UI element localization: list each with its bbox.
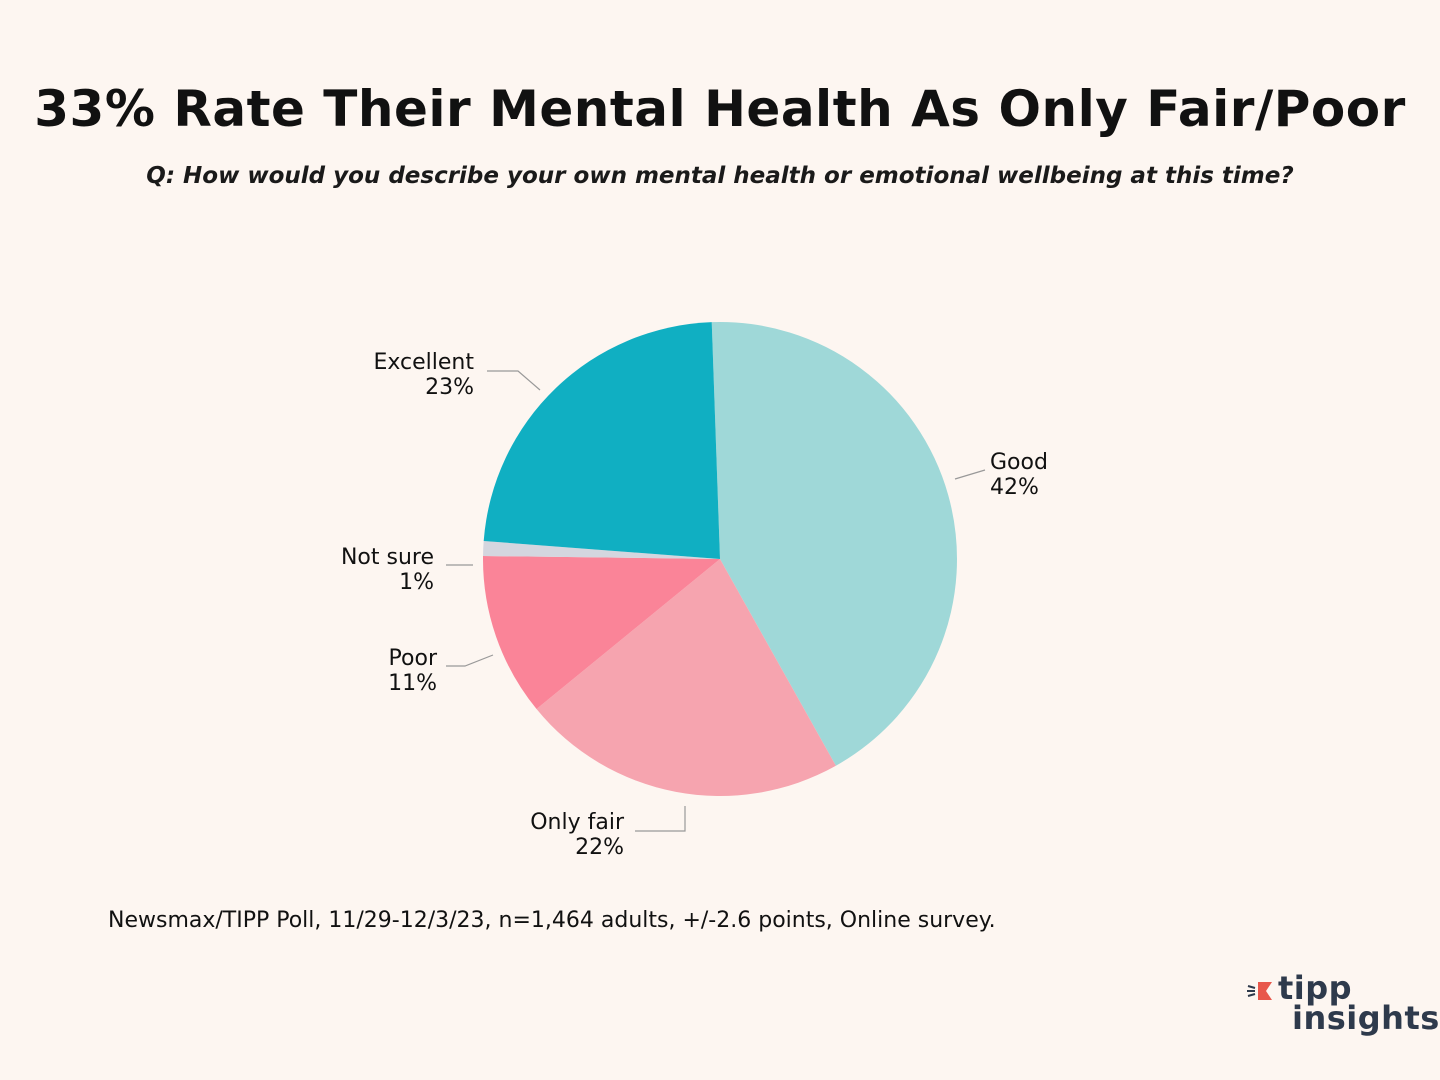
pie-slices [483,322,957,796]
chart-subtitle: Q: How would you describe your own menta… [146,163,1294,189]
slice-label-value: 11% [388,671,437,696]
logo-word-insights: insights [1292,999,1440,1037]
slice-label-name: Good [990,450,1048,475]
slice-label-name: Not sure [341,545,434,570]
chart-title: 33% Rate Their Mental Health As Only Fai… [34,80,1406,138]
slice-label-value: 1% [399,570,434,595]
slice-label-value: 22% [575,835,624,860]
slice-label-value: 42% [990,475,1039,500]
leader-line [954,469,986,480]
slice-label-name: Excellent [374,350,475,375]
leader-line [446,654,494,667]
pie-slice-excellent [483,322,720,559]
slice-label-name: Only fair [530,810,625,835]
logo-mark-icon [1247,982,1272,1000]
pie-slice-only-fair [536,559,836,796]
tipp-insights-logo: tipp insights [1246,969,1439,1038]
source-note: Newsmax/TIPP Poll, 11/29-12/3/23, n=1,46… [108,908,996,933]
pie-slice-not-sure [483,540,720,559]
leader-line [635,806,686,832]
slice-label-value: 23% [425,375,474,400]
logo-word-tipp: tipp [1278,969,1353,1007]
pie-slice-poor [483,555,720,710]
leader-line [487,370,541,391]
slice-label-name: Poor [389,646,438,671]
pie-slice-good [711,322,957,766]
